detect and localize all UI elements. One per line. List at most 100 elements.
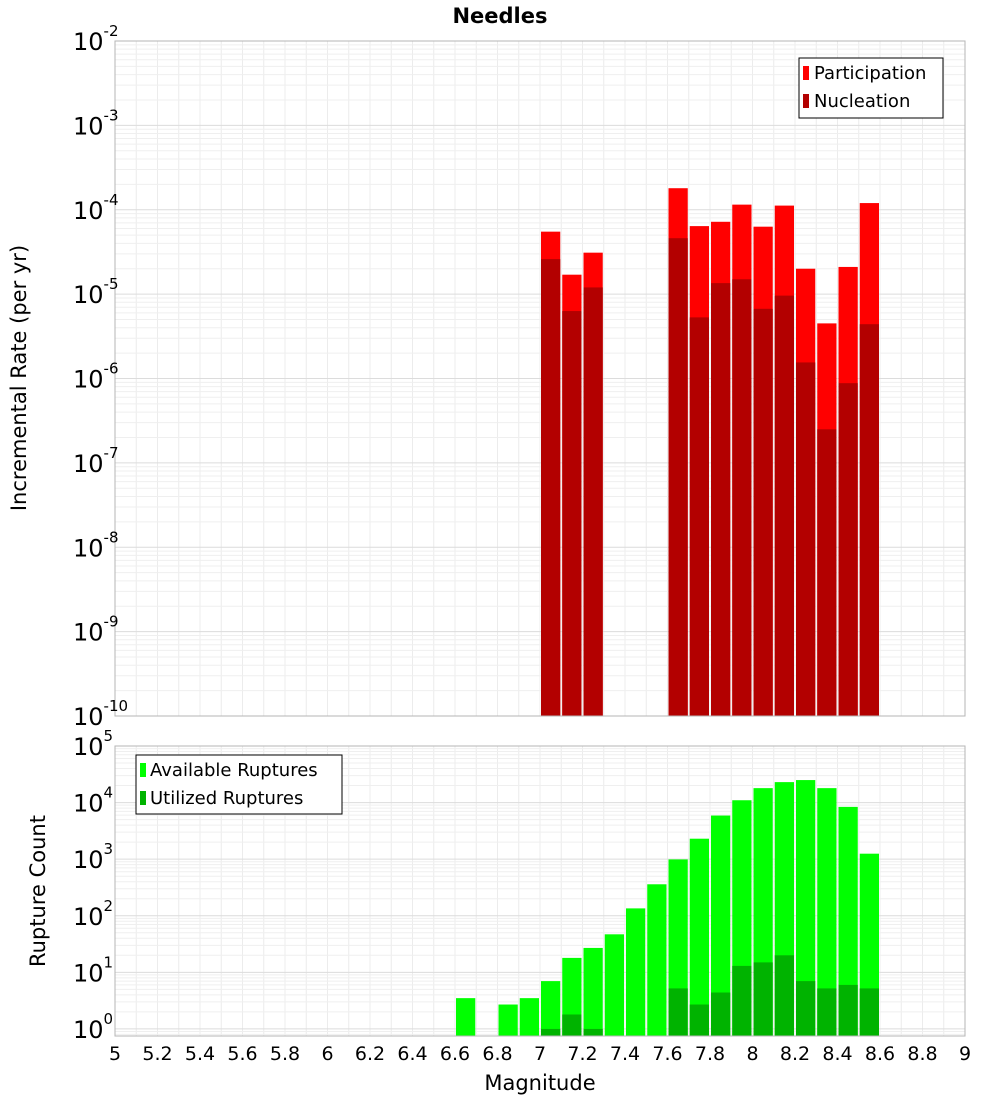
bottom-bar-utilized-ruptures [541,1028,561,1036]
bottom-bar-available-ruptures [583,947,603,1036]
x-tick-label: 9 [959,1043,971,1065]
y-tick-label: 103 [73,840,113,874]
bottom-bar-available-ruptures [541,981,561,1036]
top-bar-nucleation [796,362,816,716]
x-tick-label: 5.8 [270,1043,300,1065]
legend-swatch-participation [803,66,809,80]
bottom-bar-utilized-ruptures [796,981,816,1036]
bottom-bar-available-ruptures [604,934,624,1036]
top-y-tick-labels: 10-10 10-9 10-8 10-7 10-6 10-5 10-4 10-3 10-2 [73,22,128,731]
bottom-legend: Available Ruptures Utilized Ruptures [135,754,343,815]
bottom-bar-utilized-ruptures [838,984,858,1036]
bottom-bar-utilized-ruptures [668,988,688,1036]
bottom-bar-utilized-ruptures [753,962,773,1036]
x-tick-label: 6.4 [397,1043,427,1065]
top-bar-nucleation [583,287,603,716]
top-bar-nucleation [774,295,794,716]
bottom-bar-utilized-ruptures [774,955,794,1036]
x-tick-label: 8 [746,1043,758,1065]
bottom-plot-frame [114,745,966,1037]
y-tick-label: 10-5 [73,275,119,309]
bottom-bar-utilized-ruptures [689,1004,709,1036]
x-tick-label: 6.8 [482,1043,512,1065]
y-tick-label: 105 [73,727,113,761]
y-tick-label: 10-7 [73,444,119,478]
y-tick-label: 102 [73,897,113,931]
bottom-bars [456,780,879,1036]
top-bar-nucleation [689,317,709,716]
top-bar-nucleation [753,308,773,716]
legend-label-participation: Participation [814,63,926,84]
y-tick-label: 10-3 [73,106,119,140]
top-bar-nucleation [541,259,561,716]
x-tick-label: 6.6 [440,1043,470,1065]
x-tick-label: 6 [321,1043,333,1065]
top-bar-nucleation [859,324,879,716]
bottom-bar-available-ruptures [689,838,709,1036]
y-tick-label: 101 [73,953,113,987]
legend-swatch-available [140,763,146,777]
bottom-bar-available-ruptures [647,884,667,1036]
legend-label-nucleation: Nucleation [814,91,910,112]
x-tick-label: 8.6 [865,1043,895,1065]
bottom-bar-utilized-ruptures [732,965,752,1036]
x-tick-label: 7.2 [567,1043,597,1065]
top-bar-nucleation [562,311,582,716]
top-bar-nucleation [711,283,731,716]
top-bar-nucleation [817,429,837,716]
x-tick-label: 8.8 [907,1043,937,1065]
bottom-bar-utilized-ruptures [859,988,879,1036]
bottom-y-tick-labels: 100 101 102 103 104 105 [73,727,113,1044]
x-tick-label: 5.2 [142,1043,172,1065]
x-tick-labels: 5 5.2 5.4 5.6 5.8 6 6.2 6.4 6.6 6.8 7 7.2 7.4 7.6 7.8 8… [109,1043,971,1065]
top-plot-frame [114,40,966,717]
top-legend-box [798,57,944,119]
bottom-bar-utilized-ruptures [562,1014,582,1036]
bottom-bar-available-ruptures [838,806,858,1036]
bottom-bar-available-ruptures [456,998,476,1036]
x-tick-label: 5.6 [227,1043,257,1065]
top-bar-nucleation [668,238,688,716]
top-bar-nucleation [838,383,858,716]
bottom-bar-available-ruptures [498,1004,518,1036]
bottom-bar-utilized-ruptures [711,992,731,1036]
x-tick-label: 7.6 [652,1043,682,1065]
y-tick-label: 10-6 [73,360,119,394]
x-tick-label: 7 [534,1043,546,1065]
y-tick-label: 10-10 [73,697,128,731]
bottom-bar-available-ruptures [626,908,646,1036]
bottom-bar-available-ruptures [711,815,731,1036]
y-tick-label: 100 [73,1010,113,1044]
x-axis-label: Magnitude [484,1071,595,1095]
bottom-bar-available-ruptures [817,788,837,1036]
top-y-axis-label: Incremental Rate (per yr) [7,245,31,511]
y-tick-label: 10-4 [73,191,119,225]
x-tick-label: 7.4 [610,1043,640,1065]
x-tick-label: 7.8 [695,1043,725,1065]
legend-swatch-utilized [140,791,146,805]
y-tick-label: 10-2 [73,22,119,56]
top-legend: Participation Nucleation [798,57,944,119]
top-bars [541,188,879,717]
x-tick-label: 5 [109,1043,121,1065]
top-bar-nucleation [732,279,752,716]
bottom-legend-box [135,754,343,815]
y-tick-label: 104 [73,784,113,818]
x-tick-label: 5.4 [185,1043,215,1065]
bottom-bar-available-ruptures [519,998,539,1036]
x-tick-label: 8.4 [822,1043,852,1065]
y-tick-label: 10-9 [73,613,119,647]
legend-label-available: Available Ruptures [150,760,318,781]
bottom-y-axis-label: Rupture Count [26,815,50,967]
chart-title: Needles [452,4,547,28]
x-tick-label: 6.2 [355,1043,385,1065]
y-tick-label: 10-8 [73,528,119,562]
bottom-bar-utilized-ruptures [817,988,837,1036]
legend-swatch-nucleation [803,94,809,108]
top-gridlines [115,41,965,716]
x-tick-label: 8.2 [780,1043,810,1065]
bottom-bar-available-ruptures [796,780,816,1036]
legend-label-utilized: Utilized Ruptures [150,788,303,809]
bottom-bar-utilized-ruptures [583,1028,603,1036]
